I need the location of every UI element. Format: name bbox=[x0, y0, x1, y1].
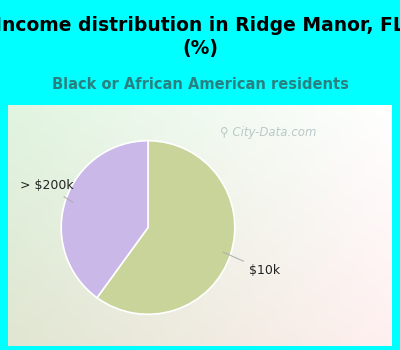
Wedge shape bbox=[61, 141, 148, 298]
Text: > $200k: > $200k bbox=[20, 180, 74, 202]
Text: $10k: $10k bbox=[223, 252, 280, 277]
Text: Black or African American residents: Black or African American residents bbox=[52, 77, 348, 92]
Wedge shape bbox=[97, 141, 235, 314]
Text: Income distribution in Ridge Manor, FL
(%): Income distribution in Ridge Manor, FL (… bbox=[0, 16, 400, 58]
Text: ⚲ City-Data.com: ⚲ City-Data.com bbox=[220, 126, 316, 140]
